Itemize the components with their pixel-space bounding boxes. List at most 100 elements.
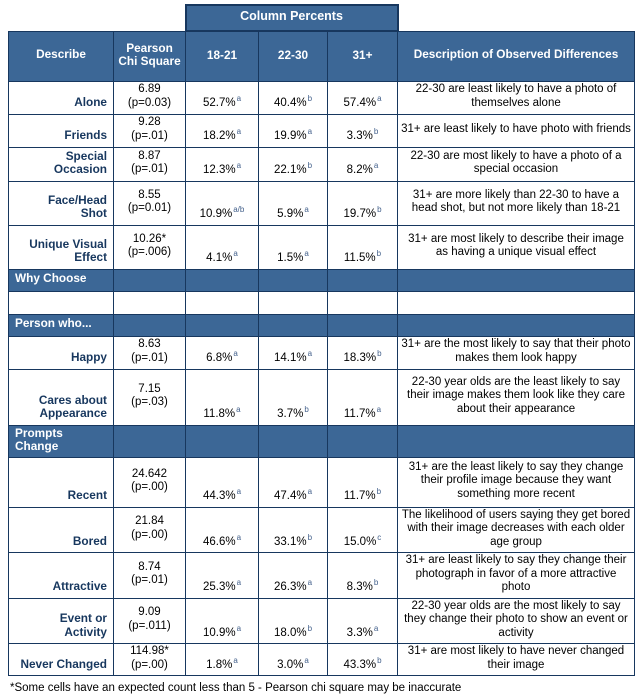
percent-value: 19.9% [273, 130, 307, 142]
subset-superscript: a [373, 161, 379, 171]
percent-31-plus: 43.3%b [327, 643, 398, 676]
row-label: Unique Visual Effect [8, 224, 114, 270]
subset-superscript: a [236, 127, 242, 137]
percent-22-30: 5.9%a [258, 180, 328, 226]
description-cell: 31+ are more likely than 22-30 to have a… [397, 180, 635, 226]
row-label: Friends [8, 113, 114, 148]
percent-22-30: 3.7%b [258, 368, 328, 426]
table-row-never-changed: Never Changed 114.98* (p=.00) 1.8%a 3.0%a… [8, 643, 635, 676]
percent-18-21: 18.2%a [185, 113, 259, 148]
empty-cell [327, 290, 398, 315]
percent-value: 3.0% [277, 658, 304, 671]
empty-cell [113, 424, 186, 458]
subset-superscript: a [233, 349, 238, 359]
percent-22-30: 3.0%a [258, 643, 328, 676]
description-cell: 22-30 are least likely to have a photo o… [397, 80, 635, 115]
empty-cell [185, 268, 259, 292]
empty-cell [113, 290, 186, 315]
description-cell: 31+ are most likely to have never change… [397, 643, 635, 676]
banner-spacer-left [8, 5, 186, 31]
empty-row [8, 290, 635, 315]
description-cell: The likelihood of users saying they get … [397, 506, 635, 553]
description-cell: 22-30 year olds are the most likely to s… [397, 597, 635, 644]
subset-superscript: a [236, 578, 242, 588]
table-row-attractive: Attractive 8.74 (p=.01) 25.3%a 26.3%a 8.3… [8, 552, 635, 599]
subset-superscript: b [376, 487, 382, 497]
chi-square-cell: 8.63 (p=.01) [113, 335, 186, 370]
percent-value: 10.9% [202, 626, 236, 639]
chi-square-cell: 8.55 (p=0.01) [113, 180, 186, 226]
subset-superscript: b [307, 532, 313, 542]
subset-superscript: b [307, 161, 313, 171]
empty-cell [397, 290, 635, 315]
table-row-special-occasion: Special Occasion 8.87 (p=.01) 12.3%a 22.1… [8, 146, 635, 182]
chi-square-cell: 9.09 (p=.011) [113, 597, 186, 644]
subset-superscript: a/b [233, 205, 245, 215]
subset-superscript: a [236, 94, 242, 104]
empty-cell [113, 313, 186, 337]
p-value: (p=.01) [131, 129, 168, 142]
percent-value: 1.5% [277, 252, 304, 264]
row-label: Bored [8, 506, 114, 553]
empty-cell [258, 313, 328, 337]
percent-value: 3.7% [277, 408, 304, 420]
percent-value: 15.0% [343, 535, 377, 548]
header-describe: Describe [8, 30, 114, 82]
subset-superscript: a [236, 532, 242, 542]
p-value: (p=.00) [131, 528, 168, 541]
p-value: (p=.01) [131, 163, 168, 175]
subset-superscript: a [236, 405, 241, 415]
percent-22-30: 33.1%b [258, 506, 328, 553]
row-label: Event or Activity [8, 597, 114, 644]
percent-22-30: 1.5%a [258, 224, 328, 270]
row-label: Special Occasion [8, 146, 114, 182]
subset-superscript: b [304, 405, 309, 415]
header-age-31-plus: 31+ [327, 30, 398, 82]
subset-superscript: c [377, 532, 382, 542]
subset-superscript: a [307, 349, 313, 359]
percent-22-30: 26.3%a [258, 552, 328, 599]
subset-superscript: b [307, 623, 313, 633]
empty-cell [185, 424, 259, 458]
section-row-prompts-change: Prompts Change [8, 424, 635, 458]
percent-value: 4.1% [206, 252, 233, 264]
header-age-22-30: 22-30 [258, 30, 328, 82]
footnote: *Some cells have an expected count less … [10, 682, 462, 694]
p-value: (p=.01) [131, 574, 168, 587]
percent-value: 11.7% [343, 408, 376, 420]
percent-18-21: 4.1%a [185, 224, 259, 270]
header-description: Description of Observed Differences [397, 30, 635, 82]
percent-22-30: 40.4%b [258, 80, 328, 115]
percent-value: 25.3% [202, 581, 236, 593]
subset-superscript: a [307, 578, 313, 588]
percent-value: 10.9% [199, 208, 233, 220]
subset-superscript: a [236, 623, 242, 633]
subset-superscript: b [377, 205, 382, 215]
table-row-recent: Recent 24.642 (p=.00) 44.3%a 47.4%a 11.7%… [8, 456, 635, 508]
row-label: Recent [8, 456, 114, 508]
empty-cell [258, 268, 328, 292]
percent-value: 18.3% [343, 352, 377, 364]
header-row: Describe Pearson Chi Square 18-21 22-30 … [8, 30, 635, 82]
percent-value: 47.4% [273, 490, 307, 502]
chi-square-cell: 10.26* (p=.006) [113, 224, 186, 270]
percent-31-plus: 11.5%b [327, 224, 398, 270]
description-cell: 31+ are least likely to say they change … [397, 552, 635, 599]
percent-31-plus: 15.0%c [327, 506, 398, 553]
percent-value: 1.8% [206, 658, 233, 671]
subset-superscript: a [236, 161, 242, 171]
percent-31-plus: 3.3%b [327, 113, 398, 148]
percent-value: 18.2% [202, 130, 236, 142]
percent-value: 3.3% [346, 626, 373, 639]
chi-square-cell: 24.642 (p=.00) [113, 456, 186, 508]
p-value: (p=0.01) [127, 202, 172, 214]
p-value: (p=.01) [131, 351, 168, 364]
section-label: Prompts Change [8, 424, 114, 458]
row-label: Cares about Appearance [8, 368, 114, 426]
row-label: Face/Head Shot [8, 180, 114, 226]
percent-value: 52.7% [202, 97, 236, 109]
percent-value: 11.7% [343, 490, 376, 502]
chi-value: 8.63 [138, 338, 161, 350]
subset-superscript: a [233, 249, 238, 259]
percent-value: 8.2% [346, 164, 373, 176]
